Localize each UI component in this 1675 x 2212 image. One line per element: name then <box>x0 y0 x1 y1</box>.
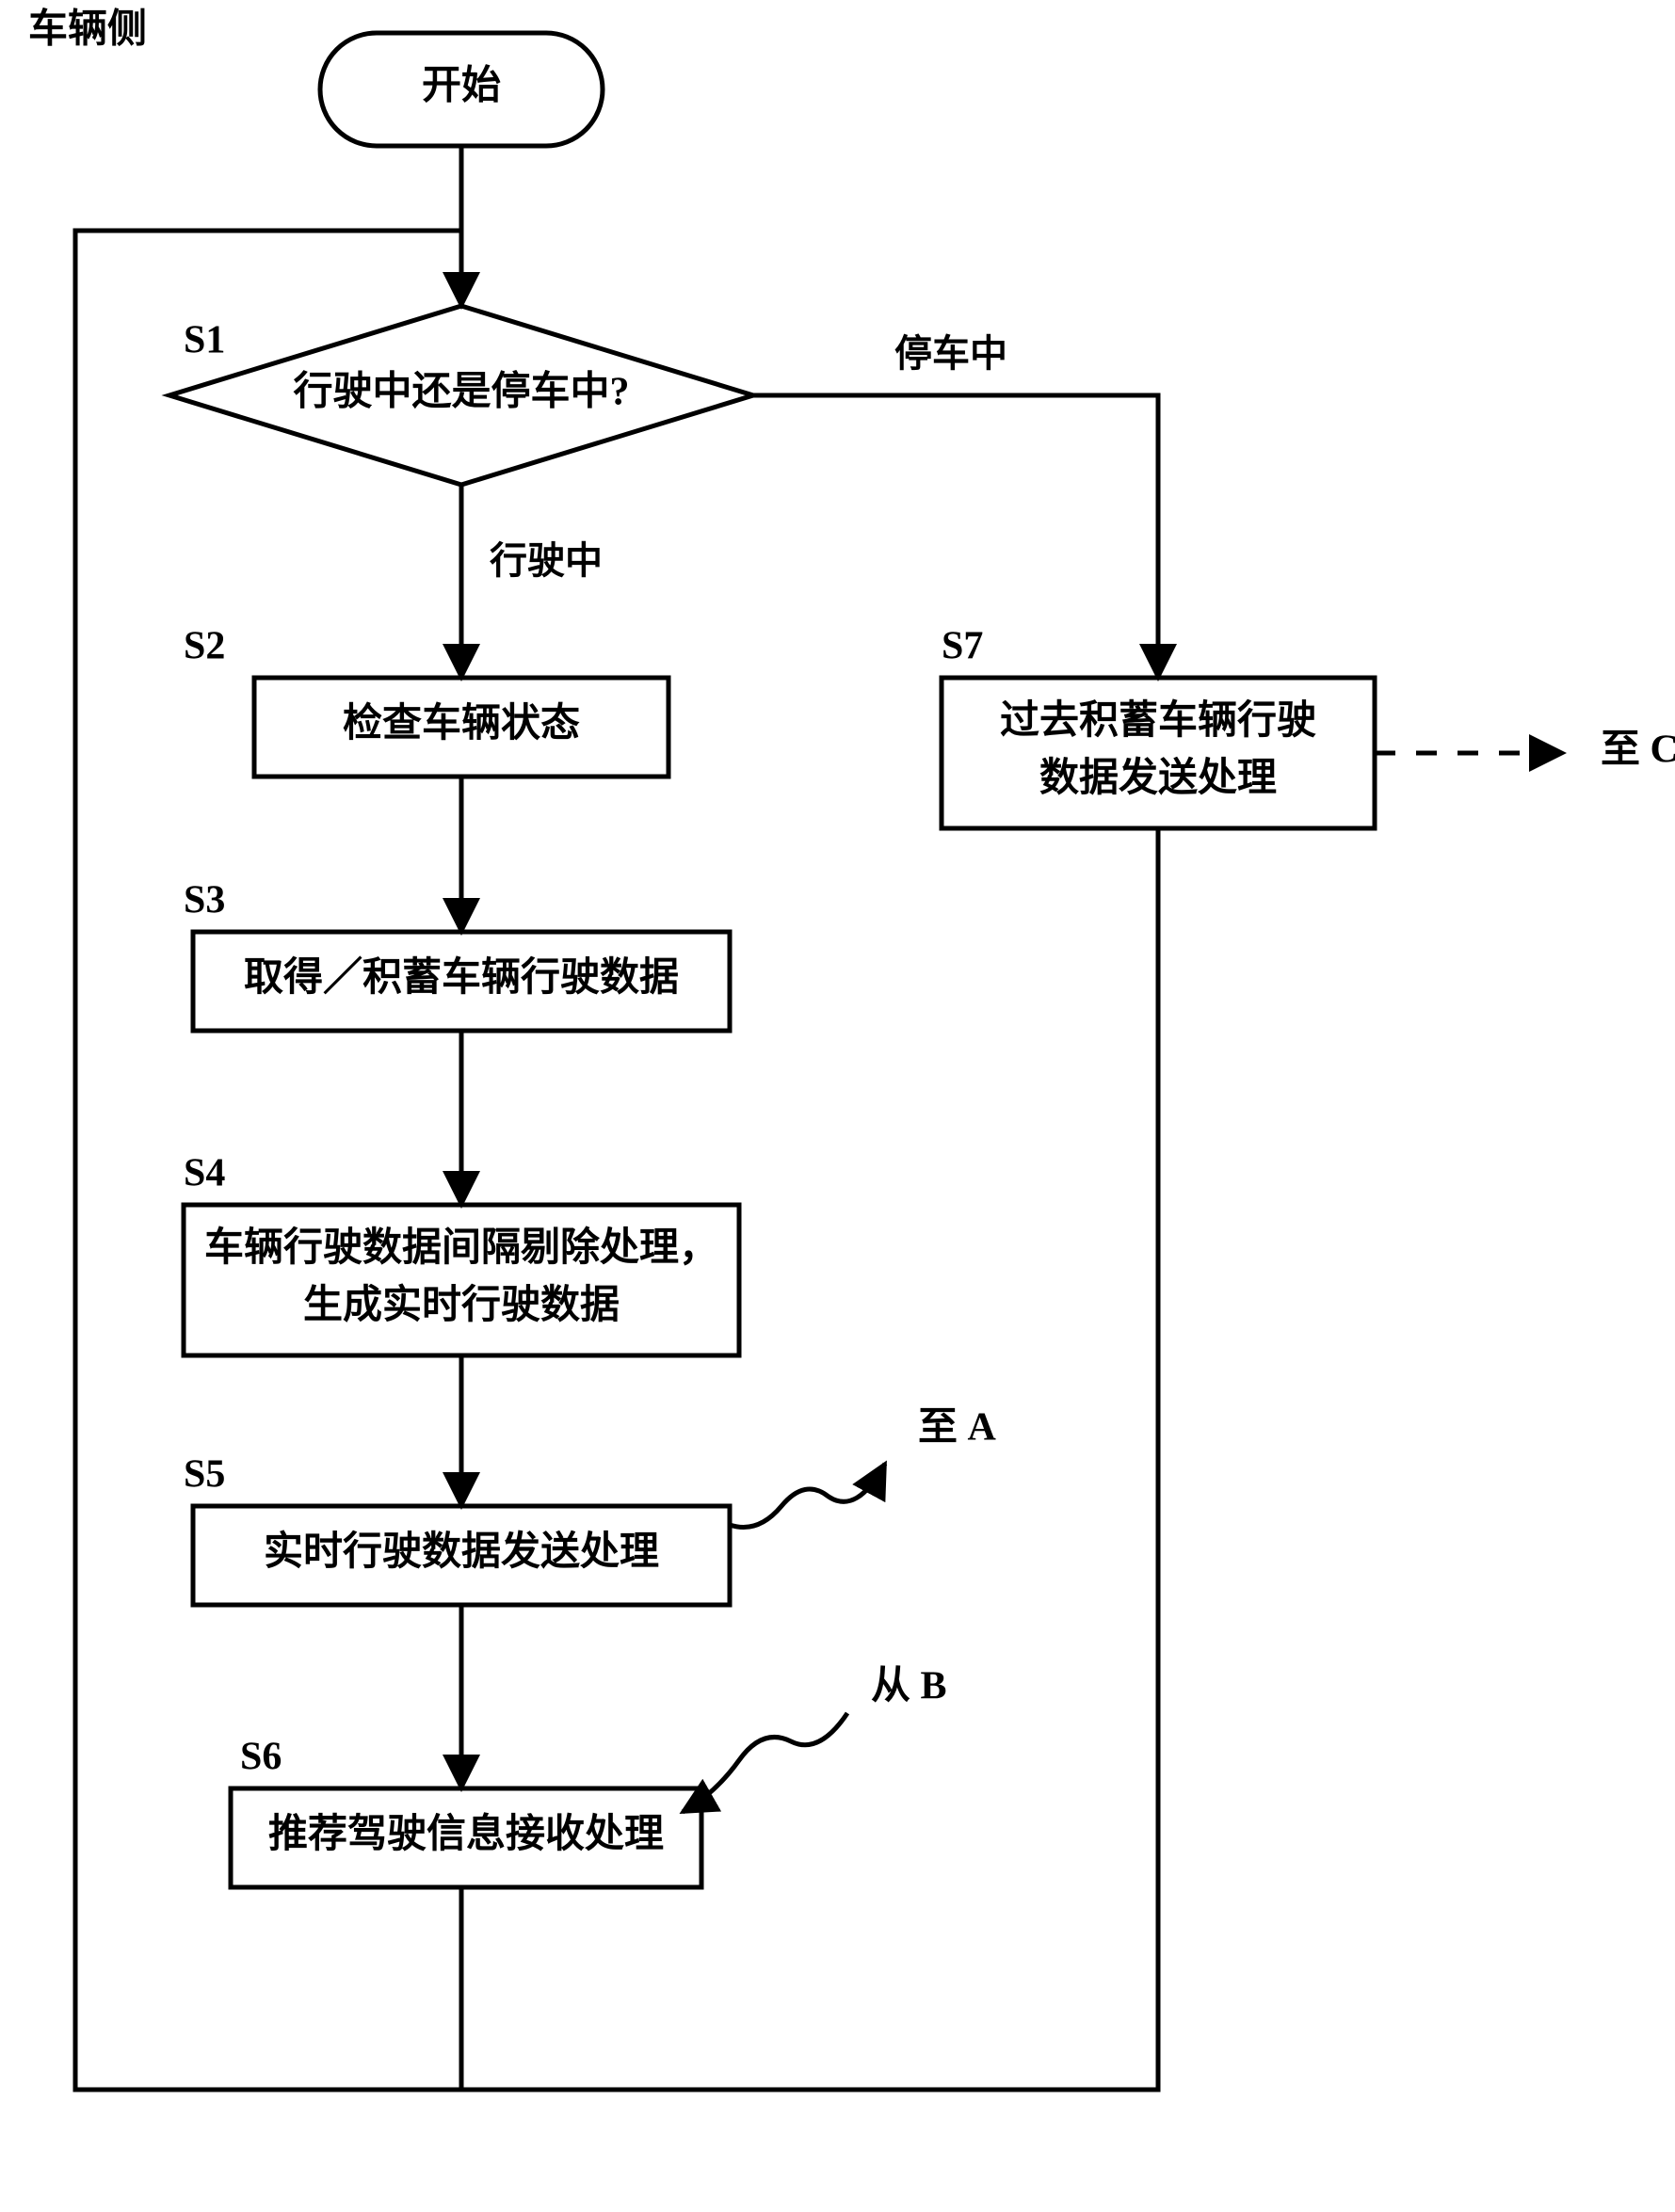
ref-from-b: 从 B <box>871 1665 947 1708</box>
edge-label-no: 停车中 <box>894 332 1007 375</box>
page-title: 车辆侧 <box>28 8 147 52</box>
svg-text:实时行驶数据发送处理: 实时行驶数据发送处理 <box>264 1530 659 1574</box>
svg-text:取得／积蓄车辆行驶数据: 取得／积蓄车辆行驶数据 <box>244 955 679 1000</box>
svg-text:车辆行驶数据间隔剔除处理，: 车辆行驶数据间隔剔除处理， <box>204 1226 718 1270</box>
svg-text:生成实时行驶数据: 生成实时行驶数据 <box>303 1283 620 1327</box>
label-s4: S4 <box>184 1152 225 1195</box>
svg-text:开始: 开始 <box>422 64 501 108</box>
ref-to-c: 至 C <box>1601 729 1675 772</box>
svg-text:过去积蓄车辆行驶: 过去积蓄车辆行驶 <box>1000 698 1316 743</box>
label-s2: S2 <box>184 625 225 668</box>
label-s1: S1 <box>184 319 225 362</box>
svg-text:检查车辆状态: 检查车辆状态 <box>343 701 580 745</box>
label-s6: S6 <box>240 1736 282 1779</box>
svg-text:行驶中还是停车中?: 行驶中还是停车中? <box>293 370 629 414</box>
svg-text:数据发送处理: 数据发送处理 <box>1039 756 1277 800</box>
svg-text:推荐驾驶信息接收处理: 推荐驾驶信息接收处理 <box>268 1812 664 1856</box>
ref-to-a: 至 A <box>918 1406 997 1450</box>
label-s5: S5 <box>184 1453 225 1497</box>
label-s7: S7 <box>942 625 983 668</box>
label-s3: S3 <box>184 879 225 922</box>
edge-label-yes: 行驶中 <box>490 539 603 582</box>
